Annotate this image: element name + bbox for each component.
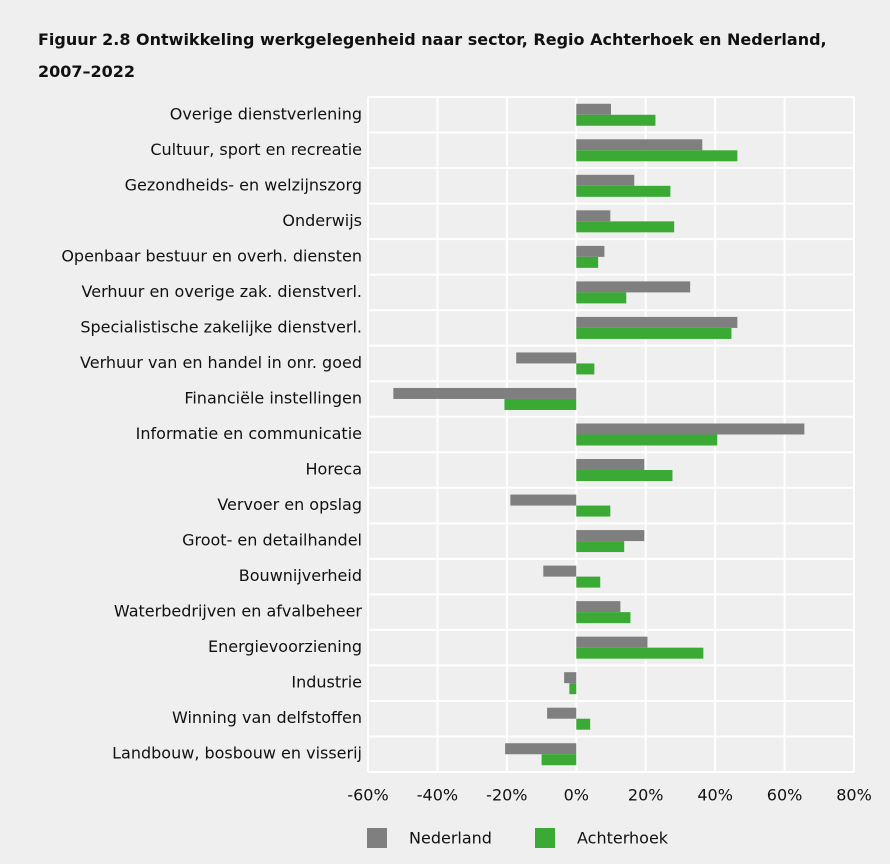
bar — [576, 150, 738, 162]
bar — [576, 470, 673, 482]
y-tick-label: Cultuur, sport en recreatie — [150, 140, 362, 159]
bar — [576, 530, 645, 542]
bar — [576, 210, 611, 222]
bar — [576, 221, 675, 233]
bar — [547, 707, 577, 719]
y-tick-label: Industrie — [291, 673, 362, 692]
y-tick-label: Overige dienstverlening — [170, 104, 362, 123]
bar — [393, 387, 577, 399]
bar — [576, 174, 635, 186]
bar — [576, 292, 627, 304]
y-tick-label: Energievoorziening — [208, 637, 362, 656]
y-tick-label: Groot- en detailhandel — [182, 531, 362, 550]
x-tick-label: -60% — [347, 786, 388, 805]
y-tick-label: Openbaar bestuur en overh. diensten — [61, 246, 362, 265]
bar — [510, 494, 577, 506]
legend-swatch — [367, 828, 387, 848]
bar — [504, 398, 577, 410]
bar — [541, 754, 577, 766]
x-tick-label: 0% — [564, 786, 589, 805]
bar — [576, 103, 611, 115]
bar — [576, 505, 611, 517]
bar — [576, 363, 595, 375]
bar — [576, 256, 599, 268]
bar — [576, 576, 601, 588]
y-tick-label: Verhuur en overige zak. dienstverl. — [82, 282, 362, 301]
bar — [576, 139, 703, 151]
bar — [543, 565, 577, 577]
bar — [576, 434, 718, 446]
legend-label: Nederland — [409, 829, 492, 848]
bar — [576, 601, 621, 613]
bar — [576, 459, 645, 471]
legend-swatch — [535, 828, 555, 848]
y-tick-label: Informatie en communicatie — [136, 424, 362, 443]
x-tick-label: 60% — [767, 786, 803, 805]
y-tick-label: Gezondheids- en welzijnszorg — [125, 175, 362, 194]
y-tick-label: Verhuur van en handel in onr. goed — [80, 353, 362, 372]
bar — [576, 541, 625, 553]
y-tick-label: Waterbedrijven en afvalbeheer — [114, 602, 363, 621]
bar — [576, 612, 631, 624]
bar — [505, 743, 577, 755]
bar — [576, 281, 691, 293]
y-tick-label: Winning van delfstoffen — [172, 708, 362, 727]
y-tick-label: Horeca — [306, 460, 363, 479]
bar — [576, 636, 648, 648]
y-tick-label: Landbouw, bosbouw en visserij — [112, 744, 362, 763]
chart-title: Figuur 2.8 Ontwikkeling werkgelegenheid … — [38, 30, 827, 81]
y-tick-label: Bouwnijverheid — [239, 566, 362, 585]
bar — [576, 647, 704, 659]
bar — [576, 245, 605, 257]
bar — [576, 327, 732, 339]
x-tick-label: -20% — [486, 786, 527, 805]
x-tick-label: 80% — [836, 786, 872, 805]
y-tick-label: Financiële instellingen — [184, 388, 362, 407]
y-tick-label: Onderwijs — [282, 211, 362, 230]
y-tick-label: Vervoer en opslag — [217, 495, 362, 514]
bar — [576, 185, 671, 197]
bar — [576, 718, 591, 730]
x-tick-label: -40% — [417, 786, 458, 805]
x-tick-label: 20% — [628, 786, 664, 805]
x-tick-label: 40% — [697, 786, 733, 805]
bar — [516, 352, 577, 364]
bar — [564, 672, 577, 684]
legend-label: Achterhoek — [577, 829, 669, 848]
bar — [576, 316, 738, 328]
y-tick-label: Specialistische zakelijke dienstverl. — [80, 317, 362, 336]
bar — [576, 423, 805, 435]
bar — [576, 114, 656, 126]
bar — [569, 683, 577, 695]
